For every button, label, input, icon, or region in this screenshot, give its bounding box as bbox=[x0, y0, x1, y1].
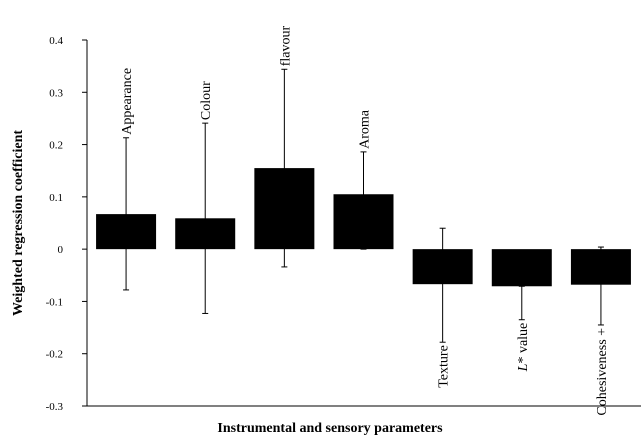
category-label: Aroma bbox=[358, 109, 373, 149]
y-tick-label: 0.3 bbox=[49, 87, 63, 99]
category-label: flavour bbox=[278, 26, 293, 67]
axes bbox=[86, 40, 641, 407]
y-ticks: -0.3 -0.2 -0.1 0 0.1 0.2 0.3 0.4 bbox=[46, 35, 87, 413]
y-tick-label: 0.2 bbox=[49, 140, 63, 152]
x-axis-label: Instrumental and sensory parameters bbox=[217, 421, 443, 436]
y-tick-label: -0.1 bbox=[46, 296, 63, 308]
category-label: Cohesiveness + bbox=[595, 328, 610, 416]
category-labels: Appearance Colour flavour Aroma Texture L* va… bbox=[120, 26, 610, 416]
category-label: Texture bbox=[437, 345, 452, 388]
category-label: Appearance bbox=[120, 68, 135, 135]
category-label: Colour bbox=[199, 81, 214, 120]
y-tick-label: 0.1 bbox=[49, 192, 63, 204]
bar bbox=[491, 249, 552, 287]
y-tick-label: 0.4 bbox=[49, 35, 63, 47]
y-tick-label: -0.2 bbox=[46, 349, 63, 361]
y-axis-label: Weighted regression coefficient bbox=[11, 130, 26, 316]
y-tick-label: -0.3 bbox=[46, 401, 64, 413]
category-label: L* value bbox=[516, 323, 531, 373]
y-tick-label: 0 bbox=[58, 244, 64, 256]
error-bars bbox=[123, 68, 604, 343]
